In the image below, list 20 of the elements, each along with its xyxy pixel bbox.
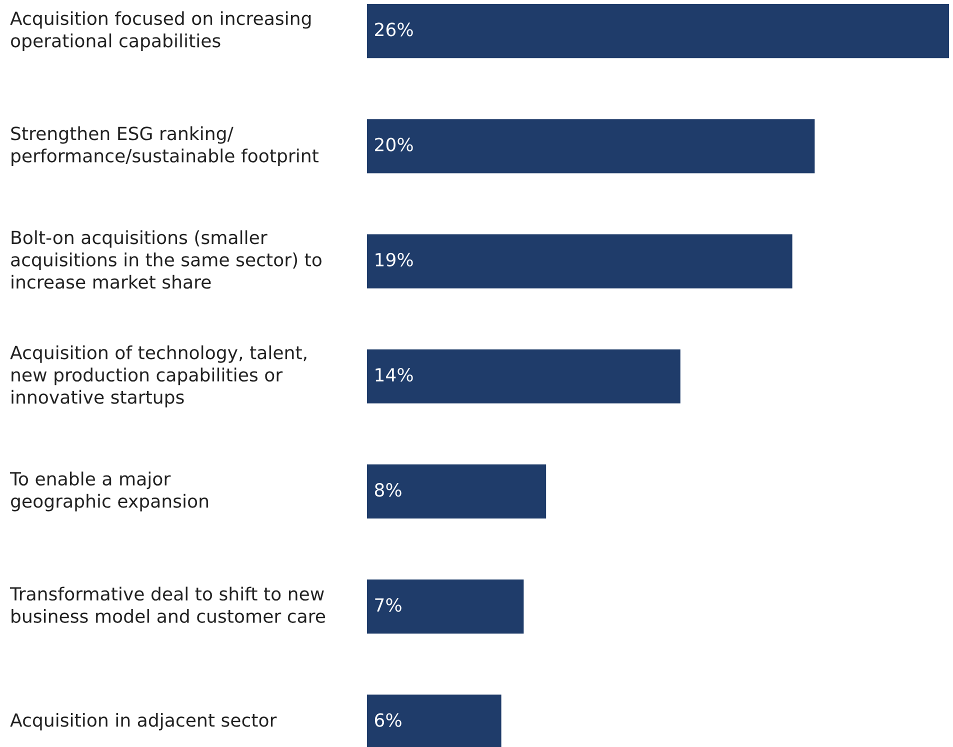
data-label: 14% (376, 368, 413, 382)
bar (367, 234, 792, 288)
y-tick-label: Strengthen ESG ranking/ performance/sustainable footprint (11, 126, 318, 166)
y-tick-label: Acquisition in adjacent sector (10, 712, 277, 730)
y-tick-label: Acquisition focused on increasing operational capabilities (10, 11, 311, 51)
data-label: 19% (376, 252, 413, 267)
bar (367, 349, 680, 404)
y-tick-label: Acquisition of technology, talent, new production capabilities or innovative startups (10, 345, 306, 408)
data-label: 26% (375, 22, 413, 36)
y-tick-label: Transformative deal to shift to new business model and customer care (10, 586, 326, 623)
data-label: 6% (374, 713, 402, 727)
bar (367, 4, 949, 58)
data-label: 8% (374, 483, 402, 497)
bar (367, 580, 524, 634)
y-tick-label: To enable a major geographic expansion (10, 472, 208, 512)
data-label: 7% (375, 598, 402, 612)
bar (367, 464, 546, 519)
bar (367, 119, 815, 174)
y-tick-label: Bolt-on acquisitions (smaller acquisitions in the same sector) to increase market share (11, 230, 322, 289)
data-label: 20% (375, 138, 413, 152)
